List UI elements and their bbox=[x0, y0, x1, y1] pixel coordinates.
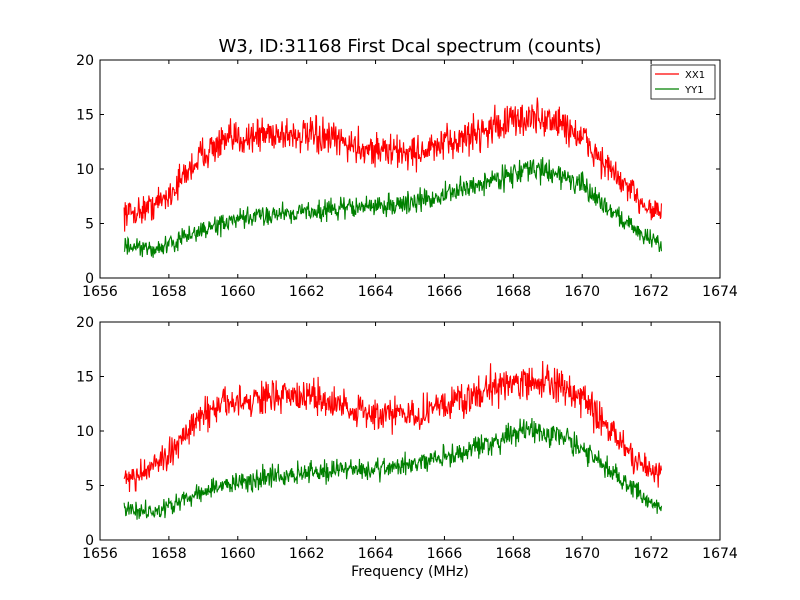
y-tick-label: 20 bbox=[76, 315, 94, 331]
y-tick-label: 15 bbox=[76, 370, 94, 386]
legend-label-yy1: YY1 bbox=[684, 85, 704, 96]
x-tick-label: 1672 bbox=[633, 546, 669, 562]
x-tick-label: 1656 bbox=[82, 284, 118, 300]
axes-frame bbox=[99, 321, 721, 541]
y-tick-label: 5 bbox=[85, 479, 94, 495]
x-tick-label: 1670 bbox=[564, 546, 600, 562]
y-tick-label: 10 bbox=[76, 162, 94, 178]
y-tick-label: 20 bbox=[76, 53, 94, 69]
series-line-0 bbox=[123, 360, 662, 493]
y-tick-label: 0 bbox=[85, 533, 94, 549]
top-panel: 1656 1658 1660 1662 1664 1666 1668 1670 1672 1674… bbox=[76, 53, 738, 300]
x-tick-label: 1658 bbox=[151, 284, 187, 300]
y-tick-label: 15 bbox=[76, 108, 94, 124]
x-tick-label: 1664 bbox=[358, 284, 394, 300]
x-tick-label: 1664 bbox=[358, 546, 394, 562]
x-tick-label: 1666 bbox=[427, 546, 463, 562]
bottom-panel: 1656 1658 1660 1662 1664 1666 1668 1670 1672 1674… bbox=[76, 315, 738, 562]
x-tick-label: 1662 bbox=[289, 546, 325, 562]
legend-label-xx1: XX1 bbox=[685, 70, 705, 81]
x-tick-label: 1656 bbox=[82, 546, 118, 562]
series-line-1 bbox=[123, 418, 662, 520]
figure-title: W3, ID:31168 First Dcal spectrum (counts… bbox=[218, 36, 601, 57]
series-line-xx1 bbox=[123, 97, 662, 232]
x-tick-label: 1666 bbox=[427, 284, 463, 300]
y-tick-label: 10 bbox=[76, 424, 94, 440]
x-tick-label: 1674 bbox=[702, 284, 738, 300]
y-tick-label: 5 bbox=[85, 217, 94, 233]
x-tick-label: 1674 bbox=[702, 546, 738, 562]
plot-area bbox=[123, 97, 662, 258]
x-axis-label: Frequency (MHz) bbox=[351, 564, 469, 580]
axes-frame bbox=[99, 59, 721, 279]
x-tick-label: 1670 bbox=[564, 284, 600, 300]
x-tick-label: 1660 bbox=[220, 546, 256, 562]
x-tick-label: 1660 bbox=[220, 284, 256, 300]
x-tick-label: 1672 bbox=[633, 284, 669, 300]
y-tick-label: 0 bbox=[85, 271, 94, 287]
x-tick-label: 1662 bbox=[289, 284, 325, 300]
plot-area bbox=[123, 360, 662, 520]
series-line-yy1 bbox=[123, 157, 662, 258]
x-tick-label: 1658 bbox=[151, 546, 187, 562]
legend-box bbox=[650, 64, 716, 100]
x-tick-label: 1668 bbox=[496, 284, 532, 300]
x-tick-label: 1668 bbox=[496, 546, 532, 562]
